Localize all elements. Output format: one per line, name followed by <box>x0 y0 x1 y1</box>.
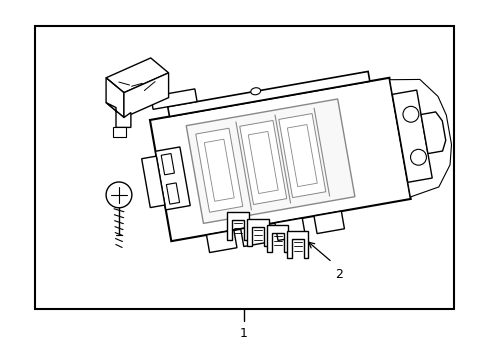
Polygon shape <box>278 113 325 198</box>
Circle shape <box>106 182 132 208</box>
Polygon shape <box>287 125 317 186</box>
Polygon shape <box>248 131 278 194</box>
Polygon shape <box>389 80 450 197</box>
Polygon shape <box>239 121 286 204</box>
Polygon shape <box>155 147 190 210</box>
Polygon shape <box>106 58 168 93</box>
Polygon shape <box>113 127 126 137</box>
Polygon shape <box>161 154 174 175</box>
Polygon shape <box>286 231 307 258</box>
Polygon shape <box>186 99 354 224</box>
Polygon shape <box>313 211 344 234</box>
Circle shape <box>410 149 426 165</box>
Polygon shape <box>106 78 123 117</box>
Text: 1: 1 <box>240 327 247 340</box>
Polygon shape <box>420 112 445 154</box>
Polygon shape <box>227 212 248 239</box>
Ellipse shape <box>250 88 260 95</box>
Polygon shape <box>195 128 242 212</box>
Polygon shape <box>150 78 410 241</box>
Text: 2: 2 <box>335 268 343 281</box>
Polygon shape <box>151 89 197 109</box>
Polygon shape <box>206 230 237 253</box>
Polygon shape <box>142 156 164 208</box>
Circle shape <box>402 106 418 122</box>
Polygon shape <box>204 139 234 201</box>
Polygon shape <box>167 71 369 117</box>
Polygon shape <box>240 224 271 247</box>
Polygon shape <box>266 225 288 252</box>
Polygon shape <box>106 103 131 127</box>
Polygon shape <box>274 218 305 240</box>
Polygon shape <box>123 73 168 117</box>
Polygon shape <box>166 183 179 204</box>
Polygon shape <box>391 90 431 182</box>
Polygon shape <box>246 219 268 247</box>
